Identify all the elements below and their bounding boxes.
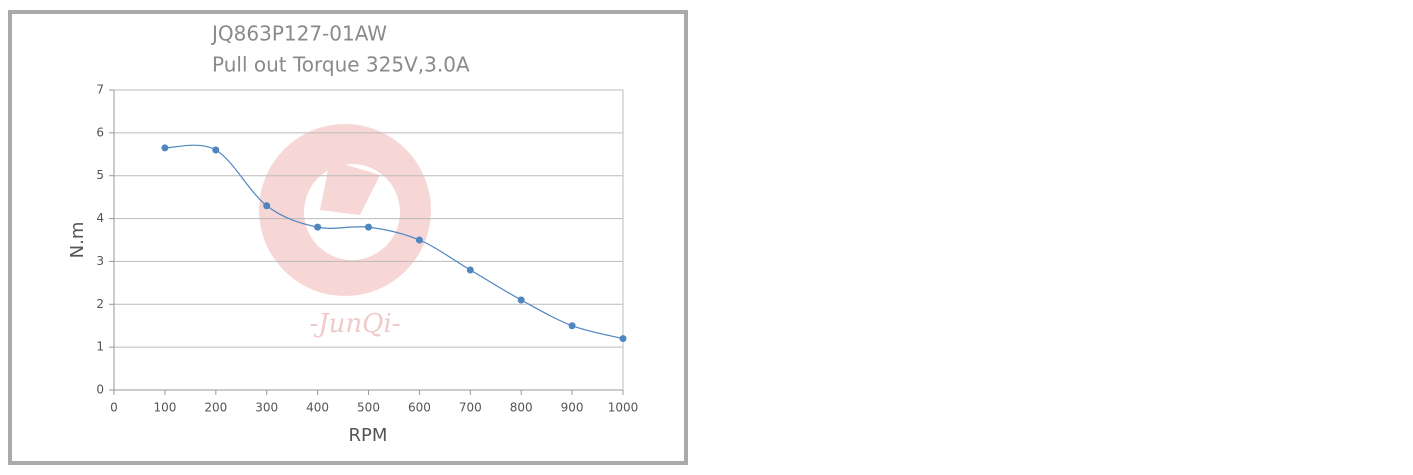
y-tick-label: 2 (96, 297, 104, 311)
data-point (212, 146, 220, 154)
y-tick-label: 3 (96, 254, 104, 268)
data-point (568, 322, 576, 330)
data-point (415, 236, 423, 244)
chart-subtitle: Pull out Torque 325V,3.0A (212, 53, 470, 77)
data-point (466, 266, 474, 274)
data-point (263, 202, 271, 210)
y-tick-label: 7 (96, 83, 104, 97)
y-tick-label: 0 (96, 383, 104, 397)
data-point (314, 223, 322, 231)
watermark: -JunQi- (309, 309, 400, 339)
series-line (164, 144, 624, 340)
watermark-logo (259, 124, 431, 296)
x-tick-label: 1000 (608, 401, 639, 415)
x-tick-label: 500 (357, 401, 380, 415)
x-tick-label: 0 (110, 401, 118, 415)
data-point (619, 335, 627, 343)
x-tick-label: 700 (459, 401, 482, 415)
x-tick-label: 900 (561, 401, 584, 415)
chart-title: JQ863P127-01AW (210, 22, 387, 46)
x-axis-label: RPM (349, 425, 388, 446)
x-tick-label: 600 (408, 401, 431, 415)
data-point (365, 223, 372, 231)
x-tick-label: 300 (255, 401, 278, 415)
x-tick-label: 100 (153, 401, 176, 415)
x-tick-label: 800 (510, 401, 533, 415)
data-point (517, 296, 525, 304)
y-axis-label: N.m (67, 222, 88, 259)
x-tick-label: 400 (306, 401, 329, 415)
data-point (161, 144, 169, 152)
y-tick-label: 6 (96, 125, 104, 139)
y-tick-label: 1 (96, 340, 104, 354)
y-tick-label: 4 (96, 211, 104, 225)
y-tick-label: 5 (96, 168, 104, 182)
x-tick-label: 200 (204, 401, 227, 415)
